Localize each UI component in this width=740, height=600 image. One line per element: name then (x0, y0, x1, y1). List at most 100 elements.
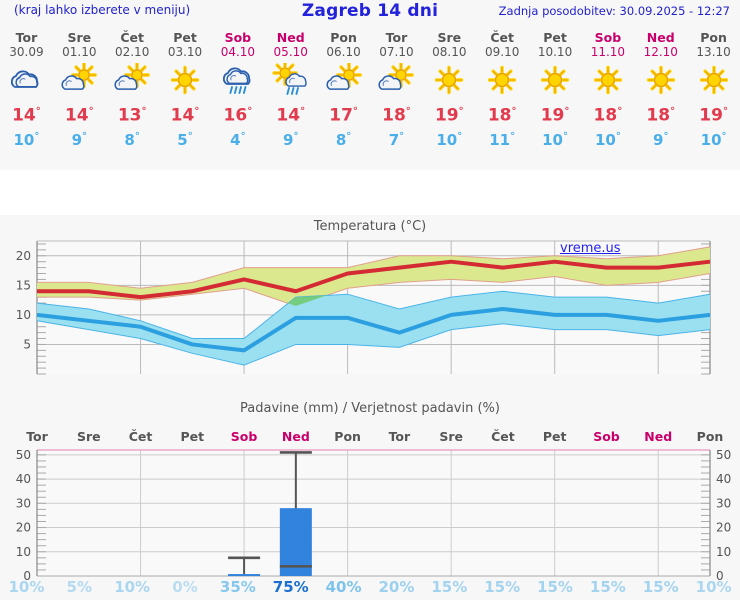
svg-text:40: 40 (716, 472, 731, 486)
precipitation-probability: 10% (695, 578, 732, 596)
svg-text:10: 10 (16, 545, 31, 559)
sunny-icon (587, 63, 629, 97)
precipitation-probability: 5% (66, 578, 93, 596)
temperature-max: 18° (487, 105, 517, 126)
partly-sunny-icon (111, 63, 153, 97)
day-column[interactable]: Sob 11.10 18° 10° (581, 26, 634, 170)
svg-text:Pon: Pon (334, 429, 361, 444)
day-date: 01.10 (62, 45, 97, 59)
sunny-icon (428, 63, 470, 97)
day-column[interactable]: Pon 13.10 19° 10° (687, 26, 740, 170)
day-name: Čet (120, 30, 144, 45)
partly-sunny-icon (375, 63, 417, 97)
precipitation-probability: 0% (172, 578, 198, 596)
precipitation-probability: 15% (642, 578, 679, 596)
temperature-max: 19° (540, 105, 570, 126)
temperature-min: 5° (177, 130, 193, 149)
temperature-chart-title: Temperatura (°C) (313, 219, 427, 234)
precipitation-probability-row: 10% 5% 10% 0% 35% 75% 40% 20% 15% 15% 15% 15% 15% 10% (0, 578, 740, 600)
precipitation-probability: 10% (8, 578, 45, 596)
svg-text:20: 20 (716, 521, 731, 535)
temperature-max: 16° (223, 105, 253, 126)
day-column[interactable]: Pet 10.10 19° 10° (529, 26, 582, 170)
svg-text:Sre: Sre (439, 429, 463, 444)
precipitation-probability: 15% (589, 578, 626, 596)
day-name: Tor (15, 30, 38, 45)
svg-text:Pet: Pet (180, 429, 204, 444)
day-date: 10.10 (537, 45, 573, 59)
temperature-min: 4° (230, 130, 246, 149)
day-name: Sre (437, 30, 462, 45)
temperature-min: 9° (283, 130, 299, 149)
cloudy-icon (5, 63, 47, 97)
day-column[interactable]: Pon 06.10 17° 8° (317, 26, 370, 170)
svg-text:Tor: Tor (389, 429, 411, 444)
temperature-max: 13° (117, 105, 147, 126)
day-name: Sob (594, 30, 622, 45)
precipitation-probability: 15% (484, 578, 521, 596)
svg-text:Ned: Ned (644, 429, 672, 444)
svg-text:20: 20 (16, 521, 31, 535)
precipitation-probability: 20% (378, 578, 415, 596)
svg-text:20: 20 (16, 249, 31, 263)
day-date: 09.10 (484, 45, 520, 59)
day-column[interactable]: Ned 05.10 14° 9° (264, 26, 317, 170)
watermark-link[interactable]: vreme.us (560, 241, 621, 256)
day-column[interactable]: Pet 03.10 14° 5° (159, 26, 212, 170)
day-name: Pon (330, 30, 357, 45)
temperature-min: 10° (594, 130, 621, 149)
day-column[interactable]: Sre 08.10 19° 10° (423, 26, 476, 170)
day-column[interactable]: Ned 12.10 18° 9° (634, 26, 687, 170)
day-column[interactable]: Čet 02.10 13° 8° (106, 26, 159, 170)
day-date: 30.09 (9, 45, 44, 59)
day-name: Ned (276, 30, 305, 45)
svg-text:Sob: Sob (231, 429, 258, 444)
forecast-days-row: Tor 30.09 14° 10° Sre 01.10 14° 9° Čet 02.10 13… (0, 26, 740, 170)
temperature-chart-panel: Temperatura (°C) 5 10 15 20 vreme.us (0, 215, 740, 395)
temperature-min: 10° (700, 130, 727, 149)
day-name: Ned (646, 30, 675, 45)
day-date: 13.10 (696, 45, 731, 59)
day-name: Čet (490, 30, 514, 45)
header-bar: (kraj lahko izberete v meniju) Zagreb 14… (0, 0, 740, 24)
svg-text:0: 0 (23, 569, 31, 583)
precipitation-probability: 40% (325, 578, 362, 596)
day-name: Pet (173, 30, 197, 45)
precipitation-plot: Tor Sre Čet Pet Sob Ned Pon Tor Sre Čet Pet Sob Ned P… (16, 429, 732, 583)
day-date: 06.10 (326, 45, 361, 59)
svg-text:10: 10 (716, 545, 731, 559)
sunny-icon (640, 63, 682, 97)
precipitation-probability: 75% (272, 578, 309, 596)
temperature-max: 19° (434, 105, 464, 126)
day-column[interactable]: Tor 30.09 14° 10° (0, 26, 53, 170)
svg-text:10: 10 (16, 308, 31, 322)
day-column[interactable]: Tor 07.10 18° 7° (370, 26, 423, 170)
temperature-max: 18° (382, 105, 411, 126)
day-name: Sob (224, 30, 252, 45)
sunny-icon (481, 63, 523, 97)
svg-text:30: 30 (16, 496, 31, 510)
temperature-max: 17° (329, 105, 358, 126)
temperature-min: 10° (13, 130, 40, 149)
location-hint: (kraj lahko izberete v meniju) (14, 3, 191, 17)
day-column[interactable]: Sob 04.10 16° 4° (211, 26, 264, 170)
precipitation-chart-panel: Padavine (mm) / Verjetnost padavin (%) T… (0, 395, 740, 600)
precipitation-probability: 35% (219, 578, 256, 596)
sun-rain-icon (270, 63, 312, 97)
day-name: Tor (385, 30, 408, 45)
day-column[interactable]: Sre 01.10 14° 9° (53, 26, 106, 170)
svg-text:5: 5 (23, 337, 31, 351)
day-date: 03.10 (167, 45, 203, 59)
svg-text:0: 0 (716, 569, 724, 583)
precipitation-probability: 10% (114, 578, 151, 596)
day-name: Sre (67, 30, 92, 45)
temperature-max: 18° (593, 105, 623, 126)
temperature-min: 7° (388, 130, 405, 149)
svg-text:Čet: Čet (129, 429, 153, 444)
temperature-max: 14° (276, 105, 306, 126)
day-date: 11.10 (590, 45, 626, 59)
temperature-min: 9° (653, 130, 669, 149)
sunny-icon (164, 63, 206, 97)
day-column[interactable]: Čet 09.10 18° 11° (476, 26, 529, 170)
temperature-min: 9° (71, 130, 87, 149)
